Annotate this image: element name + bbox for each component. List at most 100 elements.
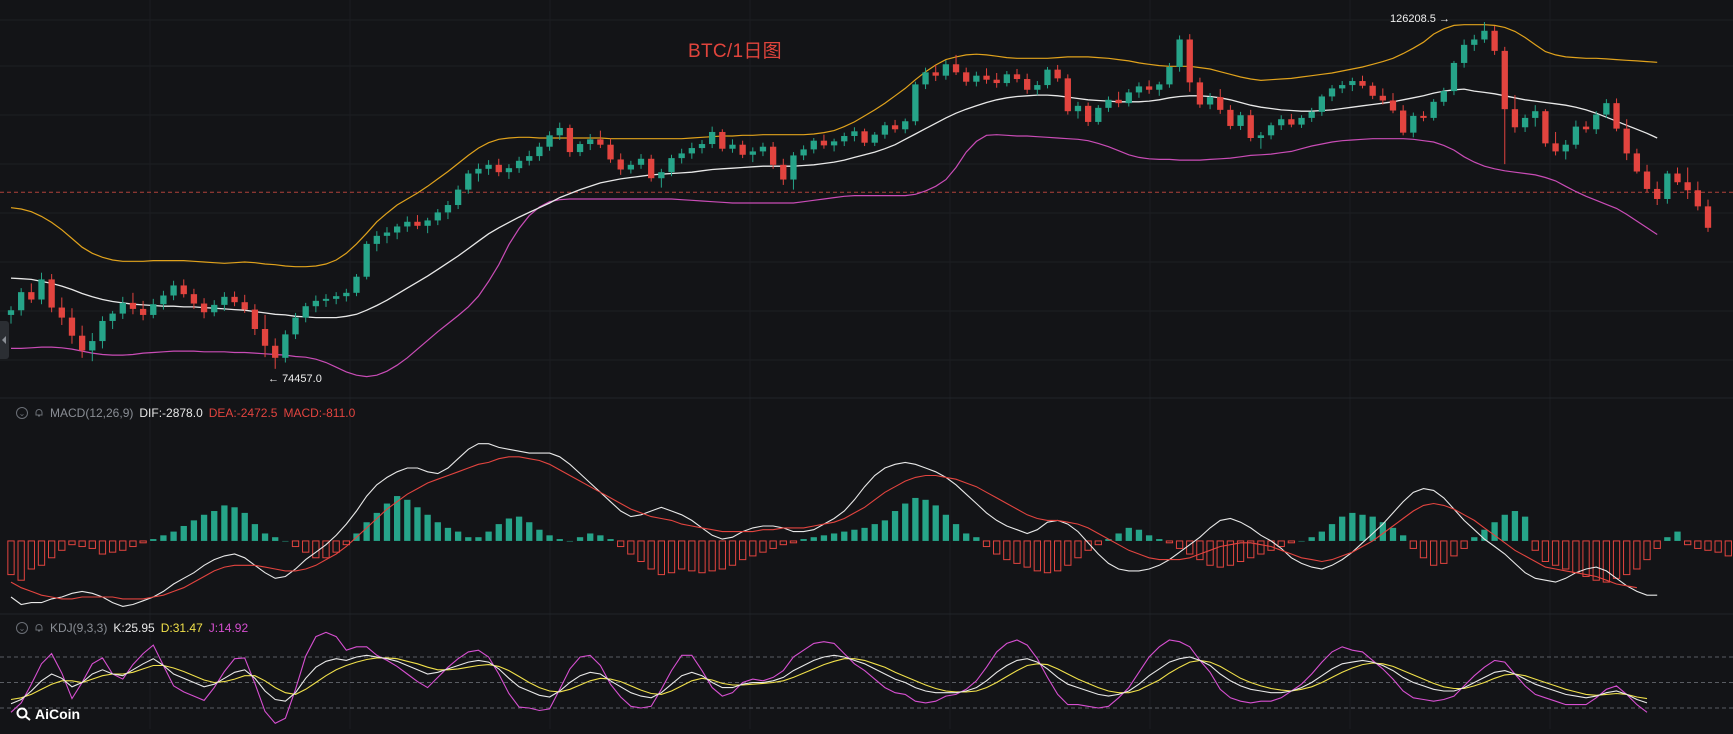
candle-body: [211, 304, 218, 313]
upper-band-line: [10, 24, 1658, 268]
macd-histogram-bar: [312, 540, 320, 559]
candle-body: [1399, 110, 1407, 133]
macd-histogram-bar: [505, 518, 513, 541]
candle-body: [902, 121, 909, 130]
macd-histogram-bar: [708, 540, 716, 572]
macd-histogram-bar: [556, 539, 563, 541]
macd-histogram-bar: [1491, 522, 1498, 541]
macd-histogram-bar: [1165, 540, 1174, 544]
kdj-label: KDJ(9,3,3): [50, 621, 108, 635]
macd-histogram-bar: [17, 540, 25, 581]
macd-histogram-bar: [139, 540, 147, 544]
candle-body: [333, 296, 340, 299]
candle-body: [424, 220, 431, 226]
macd-histogram-bar: [424, 514, 431, 541]
macd-histogram-bar: [1349, 512, 1356, 541]
macd-histogram-bar: [1653, 540, 1661, 549]
candle-body: [1135, 86, 1143, 93]
candle-body: [1034, 85, 1041, 90]
macd-histogram-bar: [1175, 540, 1184, 549]
macd-histogram-bar: [1633, 540, 1641, 570]
macd-histogram-bar: [485, 531, 492, 541]
candle-body: [353, 276, 360, 293]
candle-body: [475, 168, 482, 174]
macd-histogram-bar: [902, 503, 909, 541]
macd-histogram-bar: [1105, 539, 1112, 541]
candle-body: [404, 221, 411, 227]
candle-body: [536, 146, 543, 157]
candle-body: [1460, 44, 1468, 63]
candle-body: [1105, 99, 1112, 108]
macd-histogram-bar: [1206, 540, 1214, 566]
candle-body: [749, 151, 756, 155]
candle-body: [231, 296, 238, 303]
candle-body: [1267, 125, 1275, 136]
sidebar-toggle-handle[interactable]: [0, 321, 9, 359]
macd-histogram-bar: [58, 540, 66, 551]
candle-body: [851, 131, 858, 136]
macd-dea-line: [10, 456, 1638, 600]
candle-body: [658, 172, 665, 179]
candle-body: [170, 285, 177, 296]
macd-histogram-bar: [37, 540, 46, 566]
high-price-label: 126208.5 →: [1390, 13, 1450, 25]
candle-body: [627, 164, 635, 170]
macd-histogram-bar: [1226, 540, 1235, 566]
macd-histogram-bar: [526, 522, 533, 541]
candle-body: [932, 72, 939, 76]
macd-histogram-bar: [597, 535, 604, 541]
candle-body: [1196, 82, 1204, 105]
macd-histogram-bar: [160, 535, 167, 541]
macd-histogram-bar: [1287, 540, 1296, 544]
candle-body: [1257, 135, 1265, 139]
candle-body: [505, 168, 513, 173]
candle-body: [1156, 84, 1163, 90]
macd-histogram-bar: [1572, 540, 1580, 574]
candle-body: [1603, 103, 1610, 115]
candle-body: [1145, 86, 1153, 90]
bell-icon[interactable]: [34, 623, 44, 633]
candle-body: [150, 304, 157, 315]
macd-histogram-bar: [68, 540, 76, 546]
macd-histogram-bar: [1592, 540, 1600, 581]
candle-body: [719, 131, 726, 149]
macd-dif-value: DIF:-2878.0: [139, 406, 203, 420]
candle-body: [1125, 92, 1132, 104]
candle-body: [1176, 39, 1183, 67]
bell-icon[interactable]: [34, 408, 44, 418]
macd-histogram-bar: [363, 522, 370, 541]
candle-body: [1217, 97, 1224, 110]
collapse-kdj-icon[interactable]: ⌄: [16, 622, 28, 634]
candle-body: [7, 310, 15, 315]
macd-histogram-bar: [1531, 540, 1539, 551]
collapse-macd-icon[interactable]: ⌄: [16, 407, 28, 419]
candle-body: [1440, 91, 1447, 102]
candle-body: [576, 144, 584, 153]
macd-histogram-bar: [1339, 516, 1346, 541]
candle-body: [1674, 173, 1681, 183]
macd-dif-line: [10, 443, 1658, 607]
macd-histogram-bar: [221, 505, 228, 541]
macd-histogram-bar: [1115, 533, 1122, 541]
macd-histogram-bar: [576, 537, 584, 541]
macd-histogram-bar: [982, 540, 991, 548]
candle-body: [1552, 143, 1559, 152]
macd-histogram-bar: [587, 533, 594, 541]
macd-histogram-bar: [841, 531, 848, 541]
macd-histogram-bar: [536, 529, 543, 541]
candle-body: [526, 156, 533, 161]
candle-body: [414, 221, 421, 226]
macd-histogram-bar: [830, 533, 838, 541]
macd-histogram-bar: [1724, 540, 1732, 557]
candle-body: [1491, 30, 1498, 51]
candle-body: [739, 144, 746, 155]
macd-macd-value: MACD:-811.0: [283, 406, 356, 420]
candle-body: [465, 173, 472, 190]
macd-histogram-bar: [1714, 540, 1722, 553]
macd-histogram-bar: [871, 524, 878, 541]
candle-body: [790, 155, 797, 180]
candle-body: [18, 292, 25, 311]
low-price-value: 74457.0: [282, 373, 322, 385]
